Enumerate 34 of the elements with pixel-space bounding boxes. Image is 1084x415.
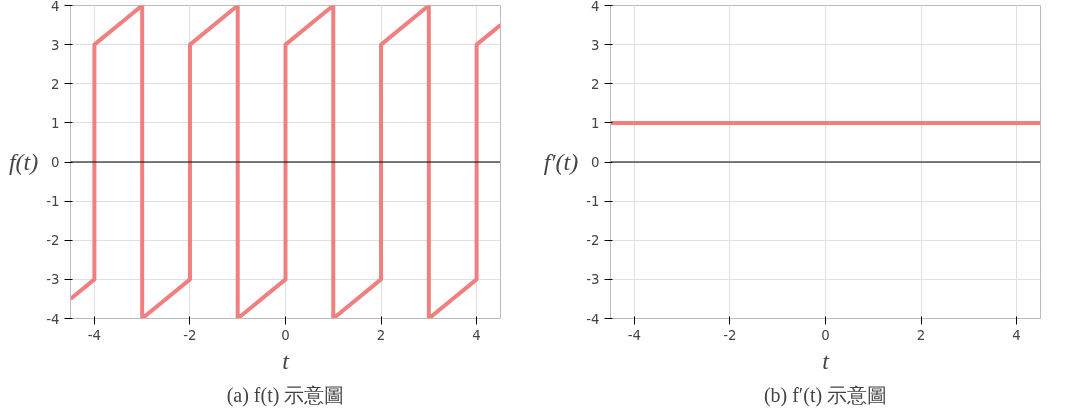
y-tick-label: 1 bbox=[51, 115, 60, 131]
y-tick-label: -2 bbox=[46, 233, 60, 249]
x-tick-label: 0 bbox=[281, 327, 290, 343]
x-axis-title: t bbox=[282, 347, 291, 374]
x-tick-label: -4 bbox=[627, 327, 642, 343]
y-tick-label: -2 bbox=[586, 233, 600, 249]
x-tick-label: 2 bbox=[916, 327, 926, 343]
y-tick-label: 0 bbox=[51, 155, 60, 170]
x-axis-title: t bbox=[822, 347, 831, 374]
x-tick-label: -4 bbox=[87, 327, 102, 343]
y-tick-label: -4 bbox=[586, 311, 600, 327]
y-tick-label: 1 bbox=[591, 115, 600, 131]
y-tick-label: 3 bbox=[591, 37, 600, 53]
x-tick-label: -2 bbox=[183, 327, 197, 343]
text: (a) f(t) 示意圖 bbox=[226, 383, 345, 407]
text: (b) f′(t) 示意圖 bbox=[763, 383, 888, 407]
x-tick-label: 2 bbox=[376, 327, 386, 343]
y-tick-label: -4 bbox=[46, 311, 60, 327]
y-tick-label: -1 bbox=[586, 194, 600, 210]
y-tick-label: 2 bbox=[51, 76, 60, 92]
x-tick-label: 4 bbox=[1012, 327, 1021, 343]
x-tick-label: 4 bbox=[472, 327, 481, 343]
y-tick-label: 0 bbox=[591, 155, 600, 170]
y-tick-label: 4 bbox=[51, 0, 60, 14]
x-tick-label: 0 bbox=[821, 327, 830, 343]
y-tick-label: 4 bbox=[591, 0, 600, 14]
y-tick-label: -3 bbox=[586, 272, 600, 288]
y-tick-label: 2 bbox=[591, 76, 600, 92]
x-tick-label: -2 bbox=[723, 327, 737, 343]
y-axis-title: f(t) bbox=[8, 149, 39, 175]
y-tick-label: 3 bbox=[51, 37, 60, 53]
y-tick-label: -3 bbox=[46, 272, 60, 288]
y-tick-label: -1 bbox=[46, 194, 60, 210]
y-axis-title: f′(t) bbox=[543, 149, 579, 175]
